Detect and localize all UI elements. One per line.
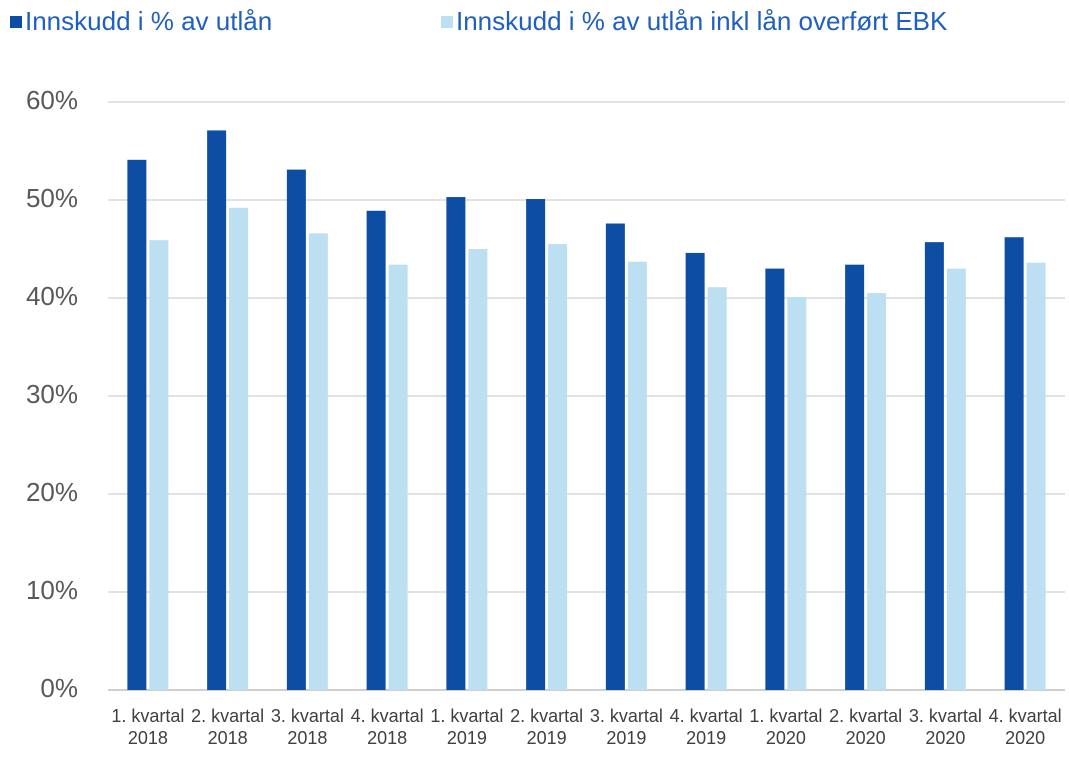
bar [1026, 262, 1046, 690]
bar [707, 287, 727, 690]
x-tick-label: 1. kvartal 2018 [111, 706, 185, 748]
x-tick-label: 1. kvartal 2019 [430, 706, 504, 748]
bar [366, 210, 386, 690]
y-tick-label: 10% [26, 575, 78, 605]
bar [627, 261, 647, 690]
bar [685, 252, 705, 691]
bar [207, 130, 227, 691]
bar [787, 297, 807, 690]
x-tick-label: 2. kvartal 2019 [510, 706, 584, 748]
x-tick-label: 3. kvartal 2018 [270, 706, 344, 748]
y-tick-label: 20% [26, 477, 78, 507]
y-tick-label: 0% [40, 673, 78, 703]
bar [308, 233, 328, 690]
x-tick-label: 4. kvartal 2020 [988, 706, 1062, 748]
bar [286, 169, 306, 690]
bar [867, 293, 887, 690]
x-tick-label: 4. kvartal 2018 [350, 706, 424, 748]
bar [388, 264, 408, 690]
y-tick-label: 40% [26, 281, 78, 311]
y-tick-label: 30% [26, 379, 78, 409]
bar [548, 244, 568, 690]
bar [446, 197, 466, 690]
y-tick-label: 50% [26, 183, 78, 213]
y-tick-label: 60% [26, 85, 78, 115]
bar [845, 264, 865, 690]
legend-swatch [441, 16, 453, 28]
bar [468, 249, 488, 690]
bar [1004, 237, 1024, 691]
x-tick-label: 3. kvartal 2019 [589, 706, 663, 748]
bar [765, 268, 785, 690]
bar [924, 242, 944, 690]
x-tick-label: 2. kvartal 2020 [829, 706, 903, 748]
legend-swatch [10, 16, 22, 28]
bar [946, 268, 966, 690]
legend-label: Innskudd i % av utlån inkl lån overført … [456, 6, 948, 36]
bar [526, 199, 546, 690]
bar [605, 223, 625, 690]
x-tick-label: 4. kvartal 2019 [669, 706, 743, 748]
x-tick-label: 3. kvartal 2020 [908, 706, 982, 748]
x-tick-label: 1. kvartal 2020 [749, 706, 823, 748]
legend-label: Innskudd i % av utlån [25, 6, 272, 36]
bar [149, 240, 169, 690]
x-tick-label: 2. kvartal 2018 [191, 706, 265, 748]
bar [127, 159, 147, 690]
bar [229, 207, 249, 690]
